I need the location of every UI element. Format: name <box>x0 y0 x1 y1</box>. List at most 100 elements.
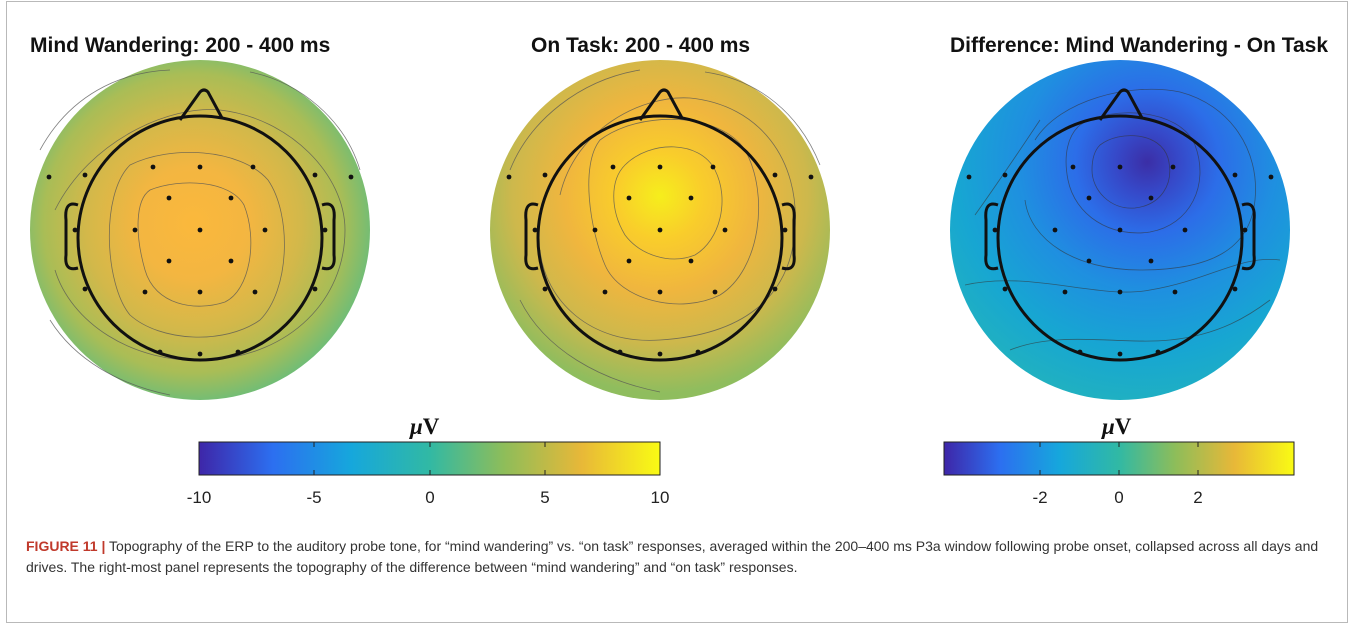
electrode-dot <box>542 172 548 178</box>
head-circle <box>76 114 324 362</box>
electrode-dot <box>1002 172 1008 178</box>
electrode-dot <box>688 195 694 201</box>
figure-caption: FIGURE 11 | Topography of the ERP to the… <box>26 536 1326 578</box>
electrode-dot <box>808 174 814 180</box>
electrode-dot <box>1172 289 1178 295</box>
electrode-dot <box>610 164 616 170</box>
electrode-dot <box>166 258 172 264</box>
colorbar-tick-label: -10 <box>186 488 212 507</box>
caption-text: Topography of the ERP to the auditory pr… <box>26 538 1319 575</box>
electrode-dot <box>532 227 538 233</box>
colorbar-tick-label: -5 <box>306 488 322 507</box>
electrode-dot <box>197 351 203 357</box>
electrode-dot <box>348 174 354 180</box>
electrode-dot <box>1170 164 1176 170</box>
electrode-dot <box>542 286 548 292</box>
panel-title-difference: Difference: Mind Wandering - On Task <box>950 34 1329 57</box>
electrode-dot <box>657 289 663 295</box>
electrode-dot <box>782 227 788 233</box>
electrode-dot <box>1086 258 1092 264</box>
colorbar-difference <box>943 441 1295 476</box>
electrode-dot <box>166 195 172 201</box>
electrode-dot <box>772 286 778 292</box>
electrode-dot <box>1268 174 1274 180</box>
electrode-dot <box>992 227 998 233</box>
electrode-dot <box>1117 227 1123 233</box>
electrode-dot <box>966 174 972 180</box>
electrode-dot <box>617 349 623 355</box>
electrode-dot <box>602 289 608 295</box>
colorbar-unit-label-main: μV <box>410 414 440 439</box>
colorbar-tick-label: 0 <box>425 488 435 507</box>
electrode-dot <box>1052 227 1058 233</box>
electrode-dot <box>82 286 88 292</box>
left-ear-icon <box>64 202 79 271</box>
electrode-dot <box>228 258 234 264</box>
head-circle <box>996 114 1244 362</box>
electrode-dot <box>312 172 318 178</box>
electrode-dot <box>1232 172 1238 178</box>
colorbar-ticks <box>198 442 661 475</box>
electrode-dot <box>322 227 328 233</box>
panel-title-mind-wandering: Mind Wandering: 200 - 400 ms <box>30 34 331 57</box>
left-ear-icon <box>524 202 539 271</box>
colorbar-gradient <box>943 441 1295 476</box>
electrode-dot <box>157 349 163 355</box>
electrode-dot <box>250 164 256 170</box>
electrode-dot <box>82 172 88 178</box>
right-ear-icon <box>321 202 336 271</box>
electrode-dot <box>142 289 148 295</box>
electrode-dot <box>657 351 663 357</box>
electrode-dot <box>626 195 632 201</box>
electrode-dot <box>312 286 318 292</box>
electrode-dot <box>252 289 258 295</box>
electrode-dot <box>1148 258 1154 264</box>
head-outline <box>64 88 336 362</box>
right-ear-icon <box>1241 202 1256 271</box>
figure-label: FIGURE 11 | <box>26 538 106 554</box>
electrode-dot <box>1242 227 1248 233</box>
electrode-dot <box>1070 164 1076 170</box>
electrode-dot <box>695 349 701 355</box>
head-outline <box>524 88 796 362</box>
electrode-dot <box>657 164 663 170</box>
electrode-dot <box>712 289 718 295</box>
electrode-dot <box>1077 349 1083 355</box>
nose-icon <box>1098 88 1144 121</box>
electrode-dot <box>1086 195 1092 201</box>
electrode-dot <box>1117 351 1123 357</box>
electrode-dot <box>626 258 632 264</box>
colorbar-tick-label: 10 <box>650 488 670 507</box>
electrode-dot <box>506 174 512 180</box>
left-ear-icon <box>984 202 999 271</box>
colorbar-tick-label: 5 <box>540 488 550 507</box>
colorbar-tick-label: -2 <box>1032 488 1048 507</box>
electrode-dot <box>1232 286 1238 292</box>
nose-icon <box>638 88 684 121</box>
colorbar-tick-label: 0 <box>1114 488 1124 507</box>
electrode-dot <box>72 227 78 233</box>
electrode-dot <box>228 195 234 201</box>
colorbar-main <box>198 441 661 476</box>
electrode-dot <box>197 289 203 295</box>
electrode-dot <box>1182 227 1188 233</box>
electrode-dot <box>1117 289 1123 295</box>
electrode-dot <box>197 164 203 170</box>
electrode-dot <box>235 349 241 355</box>
right-ear-icon <box>781 202 796 271</box>
electrode-dot <box>710 164 716 170</box>
electrode-dot <box>688 258 694 264</box>
electrode-dot <box>1002 286 1008 292</box>
electrode-dot <box>592 227 598 233</box>
head-circle <box>536 114 784 362</box>
head-outline <box>984 88 1256 362</box>
electrode-dot <box>46 174 52 180</box>
electrode-markers <box>46 164 1274 357</box>
electrode-dot <box>1117 164 1123 170</box>
electrode-dot <box>1155 349 1161 355</box>
colorbar-unit-label-difference: μV <box>1102 414 1132 439</box>
electrode-dot <box>262 227 268 233</box>
panel-title-on-task: On Task: 200 - 400 ms <box>531 34 751 57</box>
electrode-dot <box>1062 289 1068 295</box>
